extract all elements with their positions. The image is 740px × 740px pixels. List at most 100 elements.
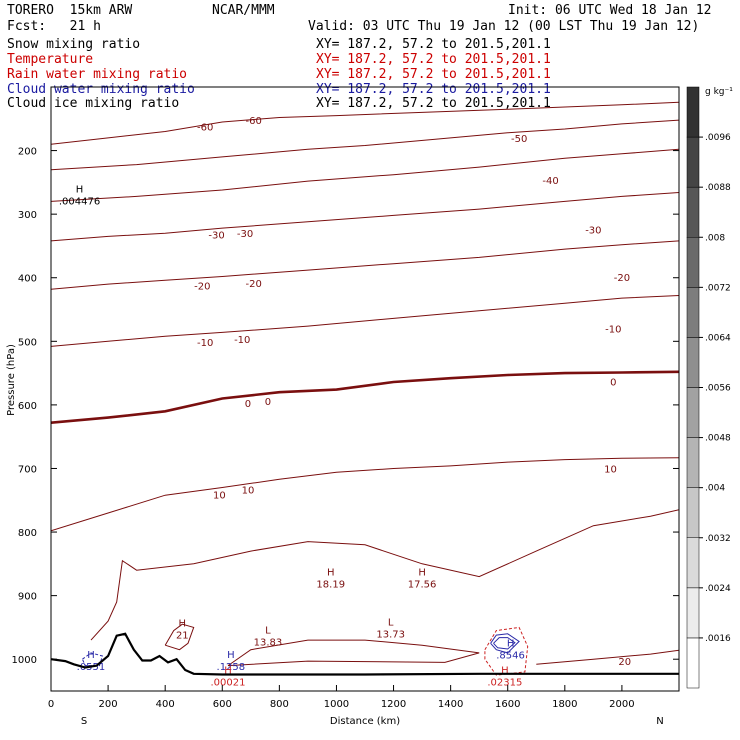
init-time: Init: 06 UTC Wed 18 Jan 12	[508, 3, 712, 18]
valid-time: Valid: 03 UTC Thu 19 Jan 12 (00 LST Thu …	[308, 19, 700, 34]
legend-xy-cloud-ice: XY= 187.2, 57.2 to 201.5,201.1	[316, 96, 551, 111]
extremum-value: .02315	[487, 677, 522, 688]
y-tick-label: 1000	[12, 655, 37, 666]
temperature-contour-minus30	[51, 192, 679, 242]
terrain-line	[51, 632, 679, 676]
x-tick-label: 400	[156, 699, 175, 710]
temperature-contour-label: 10	[213, 491, 226, 502]
extremum-value: .00021	[210, 677, 245, 688]
y-tick-label: 200	[18, 147, 37, 158]
x-tick-label: 1600	[495, 699, 520, 710]
colorbar-tick-label: .0048	[705, 434, 731, 444]
extremum-marker: H.004476	[59, 185, 100, 208]
temperature-contour-label: -20	[246, 279, 262, 290]
extremum-marker: H18.19	[316, 567, 345, 590]
colorbar-segment	[686, 136, 700, 188]
extremum-marker: H.8546	[496, 639, 525, 662]
y-tick-label: 900	[18, 592, 37, 603]
temperature-contour-minus60	[51, 101, 679, 145]
end-label-south: S	[81, 716, 87, 727]
extremum-type: H	[327, 567, 335, 578]
center-label: NCAR/MMM	[212, 3, 275, 18]
extremum-value: 21	[176, 630, 189, 641]
temperature-contour-label: -60	[197, 122, 213, 133]
colorbar-tick-label: .0088	[705, 183, 731, 193]
temperature-contour-20	[536, 649, 679, 665]
extremum-type: H	[501, 665, 509, 676]
colorbar-segment	[686, 537, 700, 589]
x-tick-label: 600	[213, 699, 232, 710]
forecast-hour: Fcst: 21 h	[7, 19, 101, 34]
x-tick-label: 1400	[438, 699, 463, 710]
colorbar-tick-label: .0032	[705, 534, 731, 544]
x-axis-title: Distance (km)	[330, 716, 400, 727]
y-axis-title: Pressure (hPa)	[6, 344, 17, 416]
legend-xy-snow: XY= 187.2, 57.2 to 201.5,201.1	[316, 37, 551, 52]
colorbar-segment	[686, 587, 700, 639]
extremum-type: H	[224, 665, 232, 676]
x-tick-label: 2000	[609, 699, 634, 710]
extremum-value: 13.73	[376, 630, 405, 641]
colorbar-segment	[686, 387, 700, 438]
extremum-type: L	[265, 625, 271, 636]
temperature-contour-label: -20	[194, 281, 210, 292]
legend-xy-rain: XY= 187.2, 57.2 to 201.5,201.1	[316, 67, 551, 82]
x-tick-label: 1800	[552, 699, 577, 710]
extremum-type: H	[87, 650, 95, 661]
temperature-contour-label: -60	[246, 116, 262, 127]
y-tick-label: 400	[18, 274, 37, 285]
x-tick-label: 1200	[381, 699, 406, 710]
temperature-contour-10	[51, 457, 679, 532]
y-tick-label: 600	[18, 401, 37, 412]
extremum-type: H	[179, 618, 187, 629]
temperature-contour-label: 0	[610, 377, 616, 388]
colorbar-tick-label: .0096	[705, 133, 731, 143]
extremum-marker: H17.56	[408, 567, 437, 590]
colorbar-segment	[686, 637, 700, 689]
x-tick-label: 1000	[324, 699, 349, 710]
y-tick-label: 700	[18, 464, 37, 475]
legend-label-cloud-ice: Cloud ice mixing ratio	[7, 96, 180, 111]
extremum-type: L	[388, 618, 394, 629]
temperature-contour-minus50	[51, 119, 679, 171]
colorbar-segment	[686, 186, 700, 238]
extremum-value: .8546	[496, 651, 525, 662]
temperature-contour-label: -30	[237, 229, 253, 240]
temperature-contour-minus40	[51, 148, 679, 202]
temperature-contour-label: 20	[618, 657, 631, 668]
temperature-contour-0	[51, 370, 679, 424]
temperature-contour-minor	[164, 623, 195, 651]
colorbar-tick-label: .0056	[705, 384, 731, 394]
colorbar-tick-label: .0064	[705, 333, 731, 343]
colorbar-tick-label: .008	[705, 233, 725, 243]
legend-xy-temperature: XY= 187.2, 57.2 to 201.5,201.1	[316, 52, 551, 67]
extremum-type: H	[507, 639, 515, 650]
temperature-contour-label: 10	[604, 464, 617, 475]
colorbar-tick-label: .004	[705, 484, 725, 494]
temperature-contour-label: 10	[242, 485, 255, 496]
x-tick-label: 0	[48, 699, 54, 710]
colorbar-tick-label: .0072	[705, 283, 731, 293]
rain-water-contour	[484, 626, 529, 676]
legend-label-cloud-water: Cloud water mixing ratio	[7, 82, 195, 97]
temperature-contour-minus20	[51, 240, 679, 290]
extremum-marker: H.02315	[487, 665, 522, 688]
colorbar-segment	[686, 337, 700, 388]
cloud-water-contour	[490, 633, 520, 654]
extremum-value: .1258	[217, 662, 246, 673]
extremum-value: 18.19	[316, 579, 345, 590]
extremum-value: 13.83	[254, 637, 283, 648]
temperature-contour-label: 0	[245, 399, 251, 410]
extremum-type: H	[418, 567, 426, 578]
colorbar-segment	[686, 237, 700, 288]
x-tick-label: 800	[270, 699, 289, 710]
model-title: TORERO 15km ARW	[7, 3, 133, 18]
plot-frame	[50, 86, 680, 692]
temperature-contour-label: -30	[208, 231, 224, 242]
colorbar-tick-label: .0016	[705, 634, 731, 644]
y-tick-label: 300	[18, 210, 37, 221]
colorbar-unit: g kg⁻¹	[705, 87, 733, 97]
temperature-contour-minus10	[51, 295, 679, 347]
extremum-marker: L13.73	[376, 618, 405, 641]
